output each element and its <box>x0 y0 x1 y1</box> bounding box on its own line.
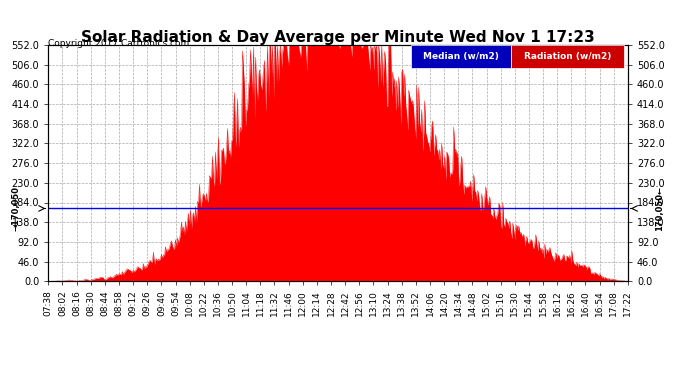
Text: →170,050: →170,050 <box>12 186 21 231</box>
Title: Solar Radiation & Day Average per Minute Wed Nov 1 17:23: Solar Radiation & Day Average per Minute… <box>81 30 595 45</box>
Text: Copyright 2017 Cartronics.com: Copyright 2017 Cartronics.com <box>48 39 190 48</box>
Text: 170,050←: 170,050← <box>656 186 664 231</box>
Text: Median (w/m2): Median (w/m2) <box>423 52 498 61</box>
Text: Radiation (w/m2): Radiation (w/m2) <box>524 52 611 61</box>
